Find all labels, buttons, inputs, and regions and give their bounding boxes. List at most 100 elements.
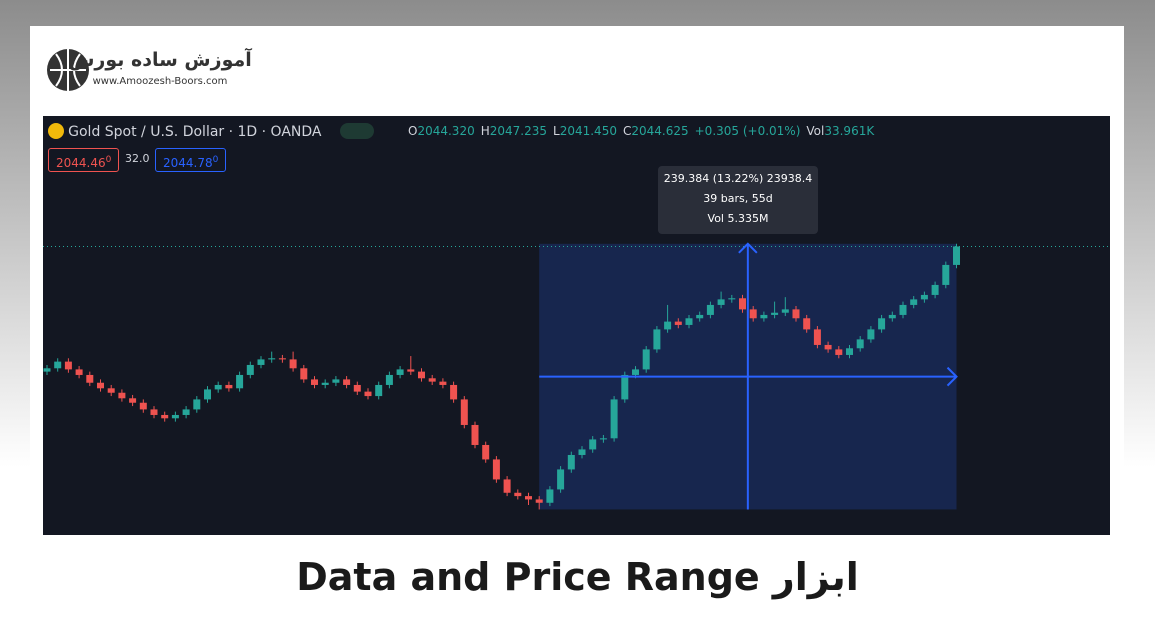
candle-body <box>685 318 693 325</box>
caption: Data and Price Range ابزار <box>296 555 859 599</box>
candle-body <box>589 439 597 450</box>
candle-body <box>696 314 704 319</box>
candle-body <box>375 384 383 397</box>
candle-body <box>311 379 318 385</box>
candle-body <box>385 374 393 385</box>
candle-body <box>246 364 254 375</box>
candle-body <box>204 389 211 400</box>
candle-body <box>471 424 479 445</box>
candle-body <box>674 321 682 325</box>
candle-body <box>642 349 650 370</box>
symbol: Gold Spot / U.S. Dollar · 1D · OANDA <box>68 124 322 140</box>
candle-body <box>139 402 147 410</box>
candle-body <box>407 369 415 372</box>
arrow-up <box>738 242 758 254</box>
symbol-icon <box>48 123 64 139</box>
ohlc-key: L <box>553 124 560 138</box>
candle-body <box>450 384 458 400</box>
candle-body <box>610 399 618 439</box>
logo-url: www.Amoozesh-Boors.com <box>93 76 228 87</box>
candle-body <box>86 374 94 383</box>
candle-body <box>899 304 907 315</box>
tooltip-line: 39 bars, 55d <box>703 192 773 205</box>
tooltip-line: Vol 5.335M <box>707 212 769 225</box>
candle-body <box>749 309 757 319</box>
candle-body <box>525 496 532 500</box>
candle-body <box>182 409 190 415</box>
candle-body <box>781 309 789 313</box>
candle-body <box>717 299 725 305</box>
buy-button[interactable]: 2044.780 <box>155 148 227 172</box>
candle-body <box>920 294 928 300</box>
candle-body <box>482 444 490 460</box>
tooltip: 239.384 (13.22%) 23938.4 39 bars, 55d Vol … <box>658 166 818 234</box>
candle-body <box>599 438 607 440</box>
candle-body <box>546 489 554 503</box>
candle-body <box>771 312 779 315</box>
candle-body <box>428 378 436 382</box>
candle-body <box>268 358 276 360</box>
candle-body <box>728 298 736 300</box>
chart-area <box>43 116 1110 535</box>
candle-body <box>856 339 864 349</box>
candle-body <box>75 369 83 375</box>
candle-body <box>439 381 447 385</box>
candle-body <box>803 318 811 330</box>
symbol-row: Gold Spot / U.S. Dollar · 1D · OANDA <box>48 123 374 140</box>
candle-body <box>418 371 425 379</box>
candle-body <box>632 369 639 375</box>
candle-body <box>353 384 361 392</box>
candle-body <box>503 479 511 493</box>
candle-body <box>514 492 522 497</box>
candle-body <box>813 329 821 345</box>
candle-body <box>953 246 960 265</box>
candle-body <box>225 384 233 389</box>
candle-body <box>107 388 115 393</box>
candle-body <box>835 349 843 355</box>
candle-body <box>54 361 62 369</box>
ohlc-value: 2044.320 <box>417 124 475 138</box>
candle-body <box>846 348 853 355</box>
buy-price: 2044.78 <box>163 156 213 170</box>
candle-body <box>578 449 586 455</box>
candle-body <box>150 409 158 415</box>
candle-body <box>332 379 340 383</box>
candle-body <box>492 459 500 480</box>
ohlc-row: O2044.320 H2047.235 L2041.450 C2044.625 +0.3… <box>408 124 874 138</box>
candle-body <box>97 382 104 389</box>
candle-body <box>888 314 896 319</box>
candle-body <box>214 384 222 390</box>
sell-button[interactable]: 2044.460 <box>48 148 120 172</box>
candle-body <box>706 304 714 315</box>
candle-body <box>64 361 72 370</box>
candle-body <box>878 318 886 330</box>
candle-body <box>792 309 800 319</box>
status[interactable] <box>339 123 374 139</box>
candle-body <box>161 414 169 419</box>
tooltip-line: 239.384 (13.22%) 23938.4 <box>663 172 813 185</box>
candle-body <box>129 398 137 403</box>
sell-small: 0 <box>105 155 112 165</box>
candle-body <box>236 374 244 389</box>
candle-body <box>171 414 179 419</box>
candle-body <box>621 374 629 400</box>
candle-body <box>931 284 939 295</box>
change: +0.305 (+0.01%) <box>694 124 801 138</box>
vol-key: Vol <box>806 124 825 138</box>
logo-name: آموزش ساده بورس <box>68 47 252 71</box>
candle-body <box>300 368 308 380</box>
logo-lines <box>50 49 86 91</box>
candle-body <box>364 391 372 397</box>
candle-body <box>557 469 565 490</box>
ohlc-key: H <box>480 124 490 138</box>
sell-price: 2044.46 <box>56 156 106 170</box>
candle-body <box>942 264 950 285</box>
spread: 32.0 <box>125 152 150 165</box>
candle-body <box>343 379 351 385</box>
candle-body <box>910 299 918 305</box>
ohlc-value: 2044.625 <box>631 124 689 138</box>
candle-body <box>257 359 265 365</box>
candle-body <box>760 314 768 319</box>
